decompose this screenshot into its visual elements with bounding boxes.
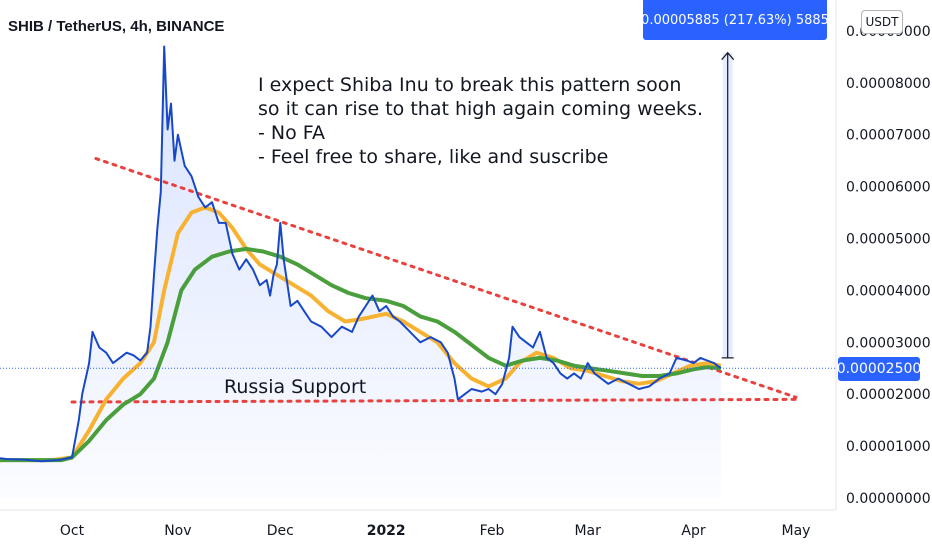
- symbol-title[interactable]: SHIB / TetherUS, 4h, BINANCE: [8, 18, 225, 35]
- annotation-line-2: so it can rise to that high again coming…: [258, 98, 703, 120]
- moving-averages: [0, 205, 722, 463]
- x-axis: Oct Nov Dec 2022 Feb Mar Apr May: [60, 523, 811, 539]
- y-tick-label: 0.00006000: [846, 180, 931, 196]
- ma-fast-line: [0, 205, 722, 463]
- y-axis: 0.00000000 0.00001000 0.00002000 0.00003000…: [846, 24, 931, 507]
- trendlines: [70, 157, 798, 404]
- x-tick-label: Dec: [267, 523, 294, 539]
- y-tick-label: 0.00005000: [846, 232, 931, 248]
- last-price-badge: 0.00002500: [837, 357, 921, 381]
- x-tick-label: Mar: [574, 523, 601, 539]
- x-tick-label: Feb: [480, 523, 505, 539]
- price-series: [0, 45, 722, 463]
- measure-badge[interactable]: 0.00005885 (217.63%) 5885: [641, 0, 829, 40]
- y-tick-label: 0.00001000: [846, 439, 931, 455]
- price-area: [0, 46, 721, 498]
- measure-arrowhead: [721, 51, 735, 61]
- x-tick-label: May: [782, 523, 811, 539]
- price-line: [0, 45, 722, 463]
- y-tick-label: 0.00002000: [846, 387, 931, 403]
- y-tick-label: 0.00007000: [846, 128, 931, 144]
- annotation-text[interactable]: I expect Shiba Inu to break this pattern…: [258, 73, 703, 169]
- support-trendline: [70, 397, 798, 404]
- y-tick-label: 0.00008000: [846, 76, 931, 92]
- annotation-line-1: I expect Shiba Inu to break this pattern…: [258, 74, 682, 96]
- support-label[interactable]: Russia Support: [224, 376, 367, 398]
- x-tick-label: 2022: [367, 523, 406, 539]
- x-tick-label: Oct: [60, 523, 85, 539]
- price-area-fill: [0, 46, 721, 498]
- ma-slow-line: [0, 246, 722, 463]
- annotation-line-3: - No FA: [258, 122, 325, 144]
- y-tick-label: 0.00000000: [846, 491, 931, 507]
- annotation-line-4: - Feel free to share, like and suscribe: [258, 146, 609, 168]
- x-tick-label: Nov: [164, 523, 191, 539]
- currency-button[interactable]: USDT: [861, 10, 903, 34]
- resistance-trendline: [94, 157, 798, 399]
- measure-tool: [721, 51, 735, 359]
- y-tick-label: 0.00004000: [846, 283, 931, 299]
- x-tick-label: Apr: [681, 523, 705, 539]
- y-tick-label: 0.00003000: [846, 335, 931, 351]
